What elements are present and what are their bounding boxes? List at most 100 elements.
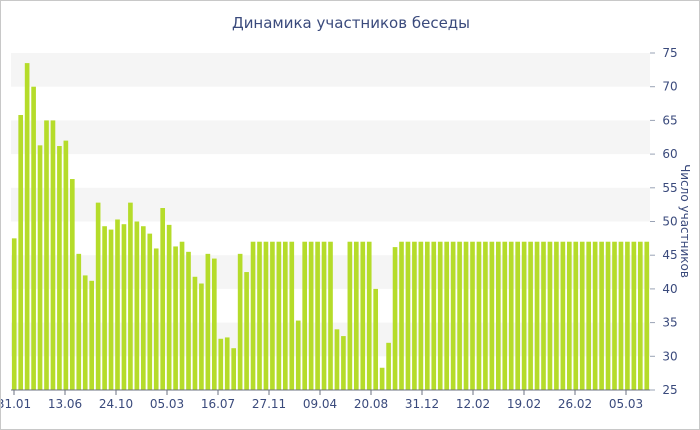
bar: [405, 241, 411, 390]
bar: [502, 241, 508, 390]
bar: [282, 241, 288, 390]
bar: [412, 241, 417, 390]
bar: [392, 247, 398, 390]
bar: [44, 120, 49, 391]
bar: [24, 63, 30, 391]
x-tick-label: 19.02: [507, 397, 541, 411]
bar: [186, 251, 191, 390]
bar: [18, 115, 24, 390]
y-tick-label: 55: [662, 181, 677, 195]
y-tick-label: 40: [662, 282, 677, 296]
x-tick-label: 13.06: [48, 397, 82, 411]
bar: [534, 241, 540, 390]
bar: [470, 241, 475, 390]
bar: [334, 329, 340, 390]
x-tick-label: 26.02: [558, 397, 592, 411]
y-tick-label: 30: [662, 349, 677, 363]
x-tick-label: 27.11: [252, 397, 286, 411]
bar: [554, 241, 559, 390]
bar: [295, 320, 301, 390]
x-tick-label: 16.07: [201, 397, 235, 411]
bar: [489, 241, 495, 390]
bar-series: [11, 63, 650, 391]
bar: [134, 221, 140, 390]
bar: [560, 241, 566, 390]
bar: [173, 246, 178, 390]
bar: [108, 229, 114, 390]
y-axis-title: Число участников: [678, 164, 692, 278]
bar: [82, 275, 88, 390]
bar: [218, 338, 224, 390]
bar: [476, 241, 482, 390]
bar: [211, 258, 217, 390]
y-tick-label: 75: [662, 46, 677, 60]
x-tick-label: 20.08: [354, 397, 388, 411]
bar: [179, 241, 185, 390]
y-tick-label: 35: [662, 316, 677, 330]
bar: [250, 241, 256, 390]
bar: [31, 86, 36, 390]
bar: [618, 241, 624, 390]
bar: [263, 241, 269, 390]
bar: [631, 241, 637, 390]
bar: [373, 288, 379, 390]
y-tick-label: 70: [662, 80, 677, 94]
y-axis: 25 30 35 40 45 50 55 60 65 70 75: [650, 46, 678, 397]
bar: [328, 241, 333, 390]
bar: [463, 241, 469, 390]
bar: [270, 241, 275, 390]
bar: [566, 241, 572, 390]
x-tick-label: 05.03: [609, 397, 643, 411]
bar: [431, 241, 437, 390]
bar: [57, 146, 62, 390]
grid-band: [11, 187, 650, 222]
bar: [128, 202, 133, 390]
x-tick-label: 05.03: [150, 397, 184, 411]
bar: [224, 337, 230, 390]
bar: [302, 241, 308, 390]
bar: [592, 241, 598, 390]
bar: [89, 280, 95, 390]
bar: [418, 241, 424, 390]
bar: [95, 202, 101, 390]
bar: [160, 208, 166, 390]
bar: [483, 241, 488, 390]
bar: [192, 276, 198, 390]
bar: [231, 348, 237, 390]
bar: [121, 224, 127, 390]
bar: [166, 224, 172, 390]
x-tick-label: 24.10: [99, 397, 133, 411]
bar: [237, 253, 243, 390]
chart-title: Динамика участников беседы: [232, 14, 470, 32]
bar: [257, 241, 262, 390]
bar: [366, 241, 372, 390]
bar: [153, 248, 159, 390]
bar: [347, 241, 353, 390]
y-tick-label: 50: [662, 215, 677, 229]
bar: [76, 253, 82, 390]
y-tick-label: 60: [662, 147, 677, 161]
bar: [528, 241, 533, 390]
bar: [102, 226, 107, 390]
bar: [612, 241, 617, 390]
bar: [599, 241, 604, 390]
bar: [199, 283, 204, 390]
bar: [644, 241, 650, 390]
bar: [50, 120, 56, 391]
bar: [424, 241, 430, 390]
bar: [321, 241, 327, 390]
bar: [444, 241, 450, 390]
y-tick-label: 25: [662, 383, 677, 397]
bar: [205, 253, 211, 390]
bar: [360, 241, 366, 390]
bar: [140, 226, 146, 390]
bar: [586, 241, 592, 390]
bar: [399, 241, 404, 390]
bar: [341, 336, 346, 390]
bar: [450, 241, 456, 390]
x-tick-label: 31.12: [405, 397, 439, 411]
bar: [353, 241, 359, 390]
bar: [11, 238, 17, 390]
